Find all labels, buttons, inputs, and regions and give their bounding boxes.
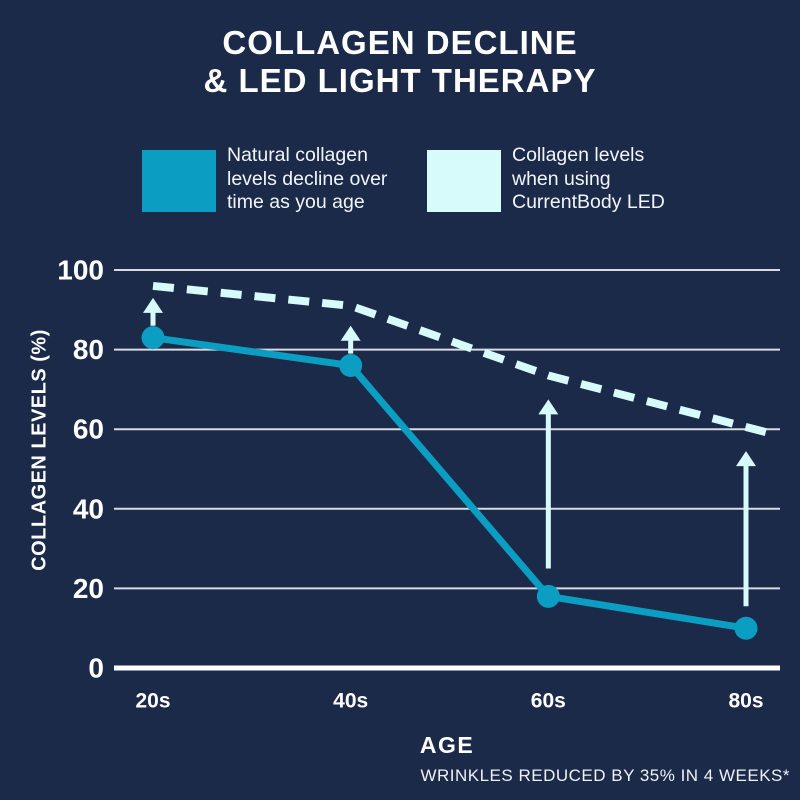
- x-tick-label: 20s: [135, 690, 170, 713]
- y-tick-label: 60: [73, 414, 104, 445]
- legend-led-line-1: Collagen levels: [512, 144, 645, 166]
- footnote: WRINKLES REDUCED BY 35% IN 4 WEEKS*: [420, 766, 790, 785]
- y-tick-label: 40: [73, 493, 104, 524]
- y-tick-label: 80: [73, 334, 104, 365]
- improvement-arrow-head: [143, 297, 163, 313]
- data-point-marker: [734, 616, 758, 640]
- data-point-marker: [536, 584, 560, 608]
- data-point-marker: [141, 326, 165, 350]
- page-title: COLLAGEN DECLINE & LED LIGHT THERAPY: [0, 24, 800, 100]
- improvement-arrow-head: [340, 325, 361, 341]
- legend-label-natural-collagen: Natural collagen levels decline over tim…: [227, 144, 387, 215]
- natural-collagen-line: [149, 334, 750, 632]
- x-tick-label: 80s: [728, 690, 763, 713]
- improvement-arrow-head: [538, 399, 559, 415]
- improvement-arrow-head: [736, 451, 756, 467]
- y-axis-title: COLLAGEN LEVELS (%): [28, 329, 51, 571]
- y-tick-label: 0: [88, 653, 104, 684]
- x-tick-label: 60s: [531, 690, 566, 713]
- x-axis-title: AGE: [419, 732, 475, 758]
- legend-led-line-3: CurrentBody LED: [512, 191, 665, 213]
- legend-swatch-led-collagen: [427, 150, 501, 212]
- legend-led-line-2: when using: [512, 167, 611, 190]
- legend-label-led-collagen: Collagen levels when using CurrentBody L…: [512, 144, 665, 215]
- legend-natural-line-2: levels decline over: [227, 167, 388, 190]
- x-tick-label: 40s: [333, 690, 368, 713]
- legend-natural-line-3: time as you age: [227, 191, 365, 213]
- y-tick-label: 100: [57, 255, 104, 286]
- y-tick-label: 20: [73, 573, 104, 604]
- title-line-2: & LED LIGHT THERAPY: [203, 62, 597, 99]
- legend-swatch-natural-collagen: [142, 150, 216, 212]
- led-collagen-line: [152, 281, 771, 438]
- legend-natural-line-1: Natural collagen: [227, 144, 368, 166]
- data-point-marker: [339, 354, 363, 378]
- title-line-1: COLLAGEN DECLINE: [222, 24, 578, 61]
